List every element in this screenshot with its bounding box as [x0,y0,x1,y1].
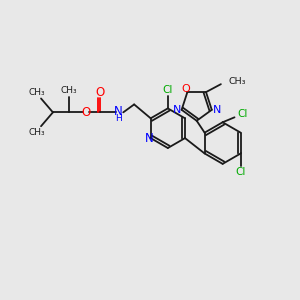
Text: CH₃: CH₃ [60,86,77,95]
Text: H: H [115,114,122,123]
Text: O: O [81,106,90,119]
Text: Cl: Cl [163,85,173,94]
Text: N: N [212,105,221,115]
Text: CH₃: CH₃ [229,77,246,86]
Text: Cl: Cl [237,109,248,119]
Text: N: N [145,132,154,145]
Text: N: N [114,105,123,118]
Text: CH₃: CH₃ [29,88,45,97]
Text: O: O [96,86,105,99]
Text: Cl: Cl [236,167,246,177]
Text: N: N [172,105,181,115]
Text: O: O [181,84,190,94]
Text: CH₃: CH₃ [29,128,45,137]
